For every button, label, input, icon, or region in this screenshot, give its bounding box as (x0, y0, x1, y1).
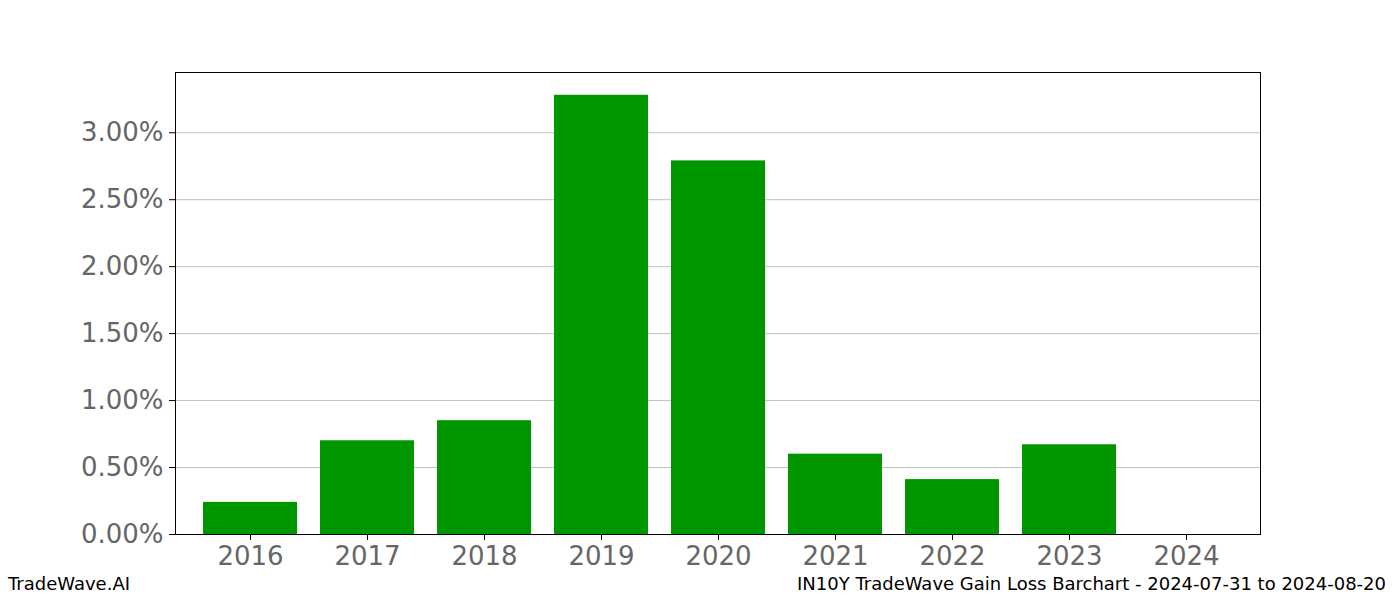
svg-text:2018: 2018 (451, 541, 517, 570)
svg-text:0.50%: 0.50% (81, 452, 164, 482)
svg-text:2020: 2020 (685, 541, 751, 570)
svg-text:3.00%: 3.00% (81, 117, 164, 147)
svg-text:0.00%: 0.00% (81, 519, 164, 549)
svg-text:2022: 2022 (919, 541, 985, 570)
svg-text:2023: 2023 (1036, 541, 1102, 570)
svg-text:2024: 2024 (1153, 541, 1219, 570)
html-text:TradeWave.AI: TradeWave.AI (8, 573, 130, 594)
svg-text:2019: 2019 (568, 541, 634, 570)
svg-text:1.50%: 1.50% (81, 318, 164, 348)
svg-text:1.00%: 1.00% (81, 385, 164, 415)
svg-text:2021: 2021 (802, 541, 868, 570)
svg-text:2.50%: 2.50% (81, 184, 164, 214)
svg-text:2016: 2016 (217, 541, 283, 570)
html-text:IN10Y TradeWave Gain Loss Barc: IN10Y TradeWave Gain Loss Barchart - 202… (797, 573, 1386, 594)
svg-text:2017: 2017 (334, 541, 400, 570)
svg-text:2.00%: 2.00% (81, 251, 164, 281)
